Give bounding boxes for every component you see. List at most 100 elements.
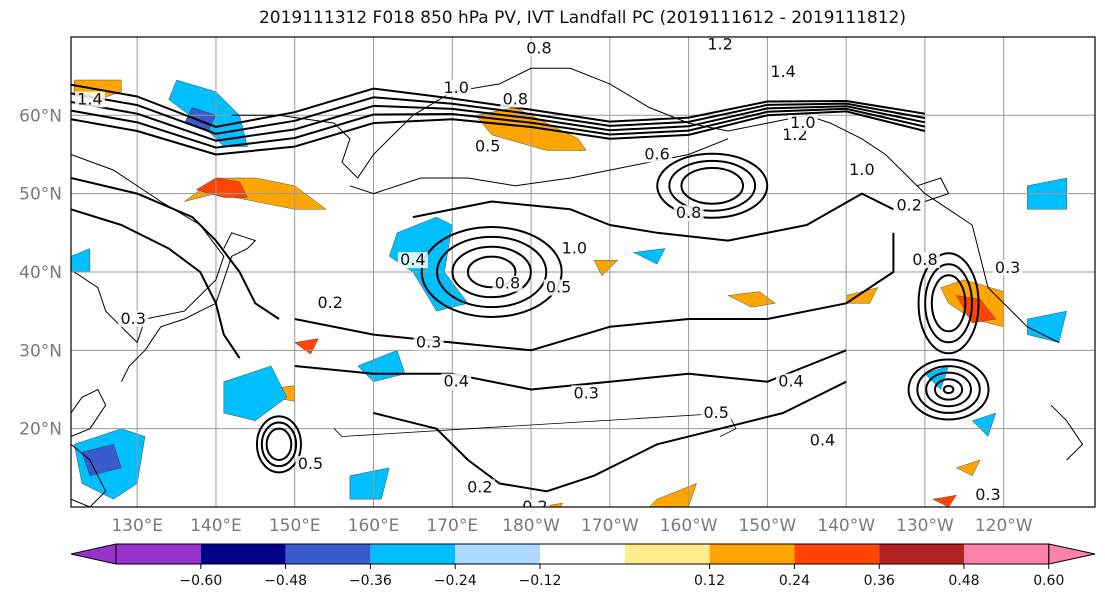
asia-coastline	[71, 154, 225, 344]
ivt-low-contour	[466, 255, 517, 289]
contour-label-bg	[768, 64, 799, 81]
contour-label-bg	[571, 385, 602, 402]
latitude-labels: 60°N 50°N 40°N 30°N 20°N	[19, 106, 62, 439]
lon-label: 120°W	[975, 516, 1033, 536]
contour-label-bg	[118, 310, 149, 327]
contour-label: 0.4	[810, 430, 835, 449]
pv-positive-core	[195, 177, 248, 198]
ivt-low-contour	[933, 378, 964, 401]
ivt-low-contour	[436, 235, 548, 309]
contour-label: 0.2	[896, 195, 921, 214]
contour-label: 1.0	[562, 238, 587, 257]
contour-label: 0.3	[975, 485, 1000, 504]
ivt-contours	[71, 83, 990, 493]
contour-label: 1.0	[790, 113, 815, 132]
ivt-low-contour	[917, 252, 980, 355]
lon-label: 160°E	[348, 516, 400, 536]
colorbar-tick-label: −0.24	[434, 573, 477, 589]
colorbar-segment	[370, 544, 456, 564]
ivt-low-contour	[420, 225, 563, 318]
contour-label-bg	[776, 373, 807, 390]
lat-label: 60°N	[19, 106, 62, 126]
contour-label-bg	[397, 252, 428, 269]
contour-label-bg	[807, 432, 838, 449]
ivt-low-contour	[930, 274, 967, 333]
ivt-low-contour	[656, 152, 769, 219]
contour-label: 1.4	[770, 62, 795, 81]
lon-label: 150°W	[738, 516, 796, 536]
contour-label-bg	[992, 259, 1023, 276]
contour-label: 0.5	[546, 278, 571, 297]
ivt-low-contour	[260, 421, 298, 468]
contour-label-bg	[642, 146, 673, 163]
contour-label-bg	[315, 295, 346, 312]
ivt-contour	[412, 192, 894, 242]
colorbar-tick-label: 0.48	[948, 573, 979, 589]
contour-label-bg	[441, 79, 472, 96]
ivt-low-contour	[925, 371, 972, 408]
colorbar-segment	[879, 544, 964, 564]
lon-label: 130°W	[896, 516, 954, 536]
contour-label: 0.8	[495, 274, 520, 293]
ivt-low-contour	[451, 245, 532, 299]
ivt-contour-jet	[71, 83, 926, 128]
lon-label: 170°W	[581, 516, 639, 536]
colorbar-tick-label: −0.60	[179, 573, 222, 589]
contour-label: 0.3	[573, 383, 598, 402]
contour-label-bg	[413, 334, 444, 351]
contour-label: 0.4	[778, 372, 803, 391]
contour-label: 0.8	[912, 250, 937, 269]
contour-label-bg	[909, 252, 940, 269]
contour-label-bg	[543, 279, 574, 296]
philippines-coastline	[71, 443, 107, 507]
contour-label-bg	[846, 162, 877, 179]
pv-negative-core	[81, 444, 122, 476]
contour-label-bg	[972, 487, 1003, 504]
vancouver-island	[916, 177, 950, 202]
contour-label: 0.2	[467, 477, 492, 496]
longitude-labels: 130°E 140°E 150°E 160°E 170°E 180°W 170°W 160°W…	[111, 516, 1032, 536]
contour-label: 1.0	[849, 160, 874, 179]
map-frame	[70, 36, 1096, 508]
contour-label-bg	[472, 138, 503, 155]
contour-label: 0.2	[522, 497, 547, 516]
lat-label: 30°N	[19, 341, 62, 361]
contour-label-bg	[74, 91, 105, 108]
lat-label: 20°N	[19, 420, 62, 440]
colorbar-tick-label: 0.24	[779, 573, 810, 589]
ivt-low-contour	[255, 415, 302, 474]
contour-labels: 1.41.21.41.21.01.00.80.80.5 0.60.81.00.20…	[74, 37, 1023, 516]
contour-label: 0.8	[503, 90, 528, 109]
ivt-contour	[294, 349, 847, 391]
colorbar-tick-label: 0.12	[694, 573, 725, 589]
contour-label: 1.4	[77, 90, 102, 109]
contour-label: 0.3	[995, 258, 1020, 277]
contour-label: 0.5	[703, 403, 728, 422]
ivt-contour	[71, 208, 241, 359]
colorbar-segment	[794, 544, 880, 564]
colorbar-outline	[115, 543, 1050, 565]
contour-label-bg	[500, 91, 531, 108]
contour-label-bg	[441, 373, 472, 390]
ivt-contour-jet	[71, 92, 926, 135]
lon-label: 130°E	[111, 516, 163, 536]
pv-positive-area	[932, 494, 957, 507]
contour-label-bg	[673, 205, 704, 222]
contour-label-bg	[492, 275, 523, 292]
ivt-contour-jet	[71, 101, 926, 142]
colorbar-segment	[455, 544, 540, 564]
lon-label: 180°W	[502, 516, 560, 536]
ivt-contour	[373, 380, 847, 493]
colorbar-segment	[285, 544, 371, 564]
contour-label-bg	[559, 240, 590, 257]
contour-label: 0.6	[644, 144, 669, 163]
ivt-low-contour	[907, 358, 990, 421]
lon-label: 160°W	[660, 516, 718, 536]
colorbar-tick-label: 0.36	[864, 573, 895, 589]
contour-label: 0.4	[400, 250, 425, 269]
lon-label: 140°E	[190, 516, 242, 536]
contour-label-bg	[519, 498, 550, 507]
lon-label: 140°W	[817, 516, 875, 536]
contour-label-bg	[701, 404, 732, 421]
contour-label: 0.3	[416, 332, 441, 351]
